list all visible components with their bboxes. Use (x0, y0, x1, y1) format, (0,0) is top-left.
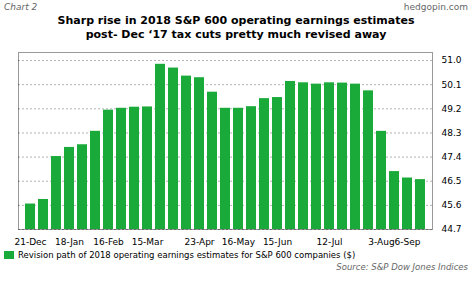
svg-text:49.2: 49.2 (442, 104, 462, 114)
html-text:Chart 2: Chart 2 (4, 2, 38, 12)
svg-text:50.1: 50.1 (442, 80, 462, 90)
html-text:hedgopin.com: hedgopin.com (403, 2, 468, 12)
svg-text:51.0: 51.0 (442, 55, 462, 65)
svg-text:23-Apr: 23-Apr (184, 237, 214, 247)
svg-text:12-Jul: 12-Jul (316, 237, 342, 247)
svg-text:6-Sep: 6-Sep (395, 237, 421, 247)
svg-text:47.4: 47.4 (442, 152, 462, 162)
svg-text:16-May: 16-May (222, 237, 256, 247)
svg-text:16-Feb: 16-Feb (93, 237, 124, 247)
svg-text:15-Jun: 15-Jun (263, 237, 292, 247)
svg-text:48.3: 48.3 (442, 128, 462, 138)
html-text:Revision path of 2018 operatin: Revision path of 2018 operating earnings… (18, 250, 356, 260)
svg-text:18-Jan: 18-Jan (55, 237, 84, 247)
html-text:Source: S&P Dow Jones Indices: Source: S&P Dow Jones Indices (336, 262, 468, 272)
svg-text:15-Mar: 15-Mar (132, 237, 164, 247)
svg-text:45.6: 45.6 (442, 200, 462, 210)
html-text:Sharp rise in 2018 S&P 600 ope: Sharp rise in 2018 S&P 600 operating ear… (57, 14, 415, 27)
svg-text:21-Dec: 21-Dec (14, 237, 46, 247)
svg-text:46.5: 46.5 (442, 176, 462, 186)
svg-text:3-Aug: 3-Aug (368, 237, 394, 247)
html-text:post- Dec ‘17 tax cuts pretty: post- Dec ‘17 tax cuts pretty much revis… (85, 28, 387, 41)
svg-text:44.7: 44.7 (442, 224, 462, 234)
